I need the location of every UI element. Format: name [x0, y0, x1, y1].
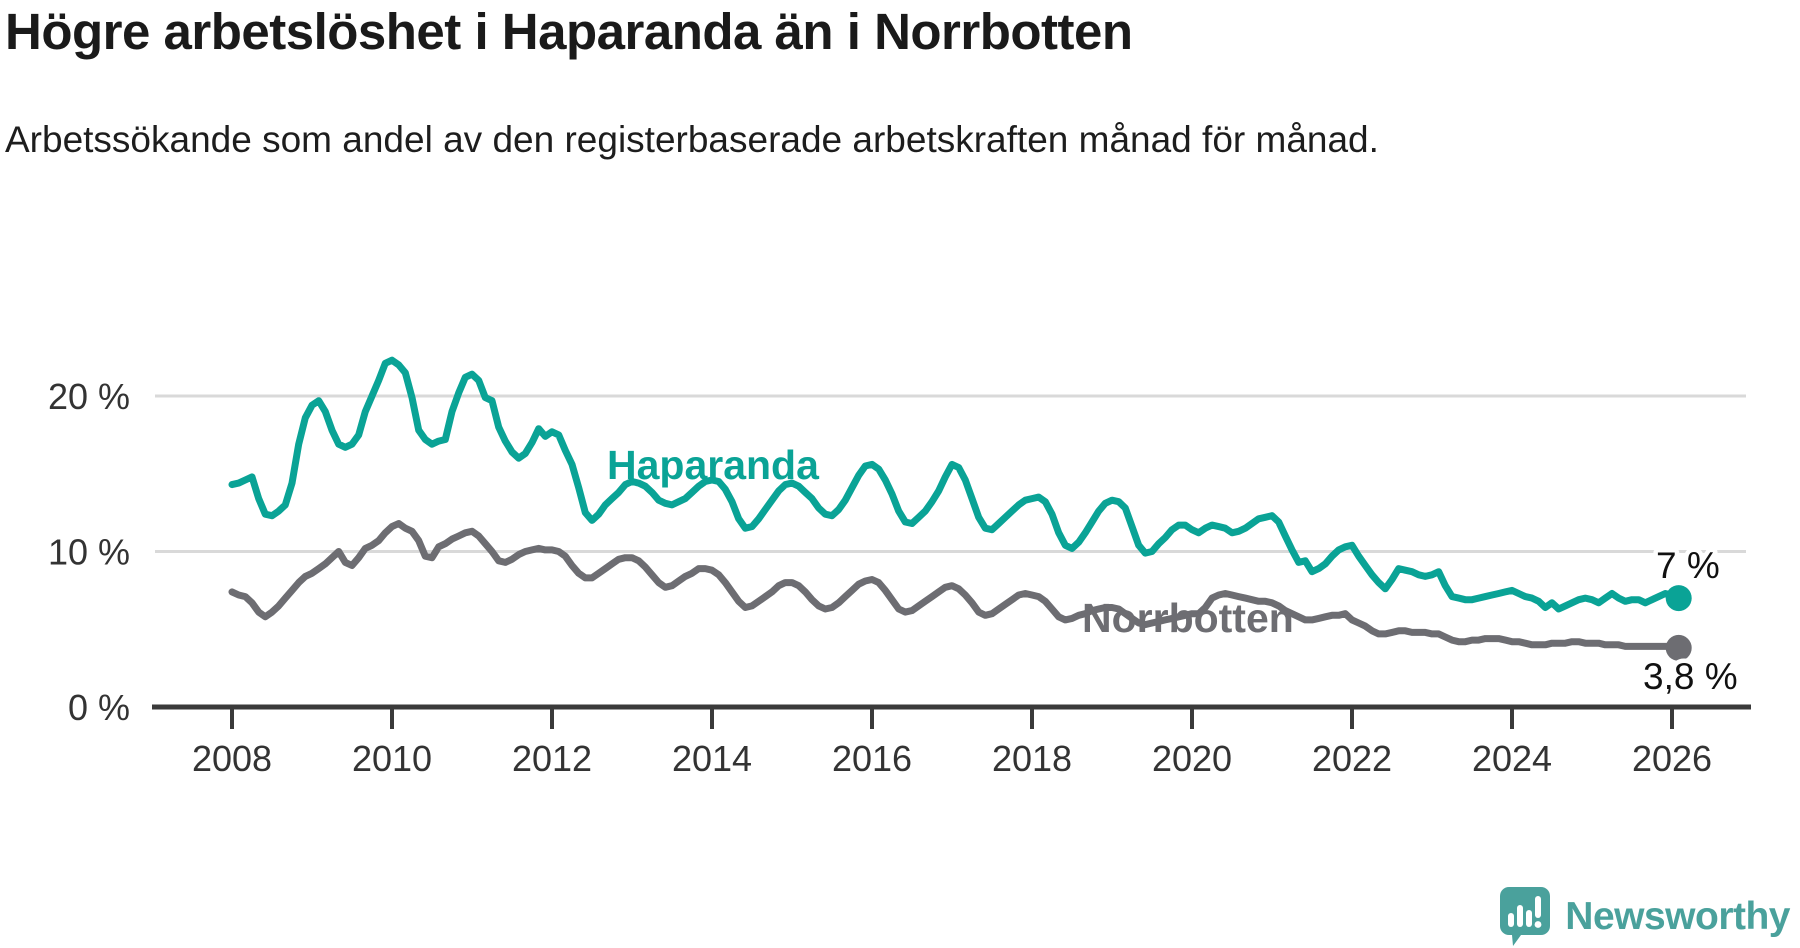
newsworthy-logo-icon [1500, 887, 1551, 946]
x-axis-tick-label: 2010 [352, 738, 432, 779]
x-axis-tick-label: 2024 [1472, 738, 1552, 779]
newsworthy-wordmark: Newsworthy [1565, 895, 1790, 938]
x-axis-tick-label: 2020 [1152, 738, 1232, 779]
x-axis-tick-label: 2016 [832, 738, 912, 779]
series-end-dot-haparanda [1665, 585, 1692, 612]
x-axis-tick-label: 2008 [192, 738, 272, 779]
x-axis-tick-label: 2018 [992, 738, 1072, 779]
series-line-haparanda [228, 356, 1683, 613]
x-axis-tick-label: 2012 [512, 738, 592, 779]
y-axis-tick-label: 20 % [48, 376, 130, 417]
series-line-norrbotten [228, 520, 1683, 652]
series-label-haparanda: Haparanda [607, 442, 820, 488]
chart-subtitle: Arbetssökande som andel av den registerb… [5, 119, 1379, 160]
y-axis-tick-label: 0 % [68, 687, 130, 728]
series-end-dot-norrbotten [1665, 634, 1692, 661]
x-axis-tick-label: 2022 [1312, 738, 1392, 779]
series-label-norrbotten: Norrbotten [1082, 595, 1294, 641]
x-axis-tick-label: 2014 [672, 738, 752, 779]
y-axis-tick-label: 10 % [48, 532, 130, 573]
logo-bubble-shape [1500, 887, 1551, 946]
page-title: Högre arbetslöshet i Haparanda än i Norr… [5, 3, 1133, 60]
end-value-label: 3,8 % [1643, 656, 1738, 697]
x-axis-tick-label: 2026 [1632, 738, 1712, 779]
end-value-label: 7 % [1656, 545, 1720, 586]
logo-bar-chart-glyph [1508, 896, 1542, 928]
newsworthy-branding: Newsworthy [1499, 886, 1790, 948]
